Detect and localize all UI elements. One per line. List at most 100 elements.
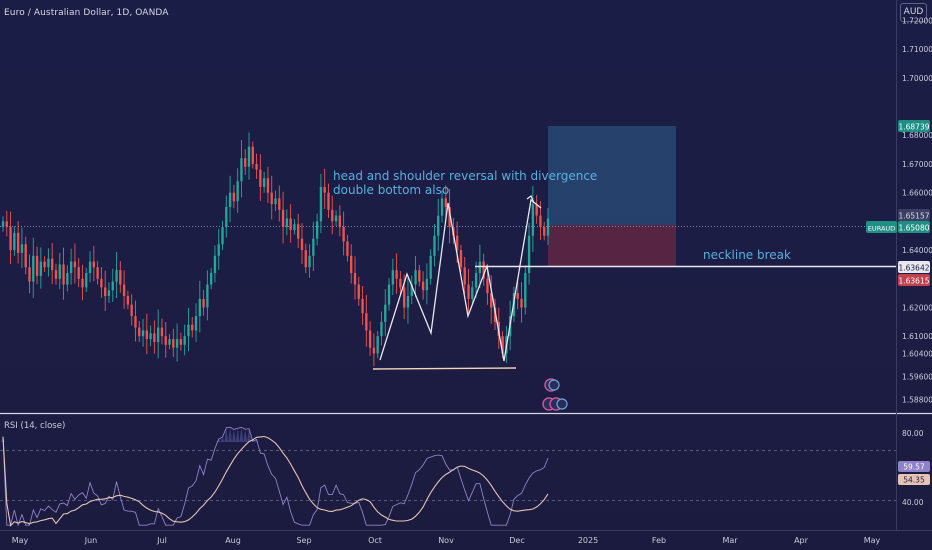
time-label: Mar bbox=[722, 536, 738, 545]
price-tick-label: 1.59600 bbox=[902, 372, 932, 381]
candle bbox=[16, 232, 20, 253]
pattern-annotation: head and shoulder reversal with divergen… bbox=[333, 169, 597, 183]
candle bbox=[387, 284, 391, 305]
candle bbox=[527, 235, 531, 274]
candle bbox=[323, 186, 326, 193]
candle bbox=[312, 238, 315, 256]
candle bbox=[293, 224, 296, 230]
candle bbox=[58, 264, 61, 279]
candle bbox=[111, 281, 114, 291]
candle bbox=[39, 261, 43, 276]
candle bbox=[365, 313, 368, 331]
candle bbox=[304, 250, 307, 268]
candle bbox=[198, 298, 201, 317]
candle bbox=[115, 270, 118, 282]
dividend-icons[interactable] bbox=[542, 378, 568, 411]
candle bbox=[300, 238, 304, 251]
candle bbox=[482, 261, 485, 279]
candle bbox=[202, 298, 205, 308]
candle bbox=[107, 290, 111, 297]
price-axis[interactable]: 1.72000 1.71000 1.70000 1.68000 1.67000 1.660… bbox=[902, 16, 932, 404]
candle bbox=[418, 270, 421, 282]
candle bbox=[225, 207, 228, 228]
rsi-tick-40: 40.00 bbox=[902, 498, 924, 507]
candle bbox=[414, 270, 417, 285]
support-line[interactable] bbox=[372, 367, 517, 370]
candle bbox=[448, 207, 451, 228]
candle bbox=[164, 336, 167, 345]
candle bbox=[209, 273, 213, 285]
candle bbox=[191, 324, 194, 331]
candle bbox=[236, 181, 239, 202]
price-tick-label: 1.58800 bbox=[902, 395, 932, 404]
candle bbox=[134, 316, 137, 328]
candle bbox=[28, 267, 31, 282]
candle bbox=[421, 281, 425, 291]
price-tick-label: 1.67000 bbox=[902, 160, 932, 169]
candle bbox=[467, 284, 470, 299]
candle bbox=[24, 244, 27, 268]
currency-button[interactable]: AUD bbox=[900, 3, 927, 22]
target-badge: 1.68739 bbox=[898, 123, 929, 132]
candle bbox=[444, 198, 447, 207]
candle bbox=[130, 304, 133, 317]
rsi-pane[interactable]: 80.00 40.00 59.57 54.35 bbox=[0, 426, 930, 527]
stop-badge: 1.63615 bbox=[898, 277, 929, 286]
stop-zone[interactable] bbox=[548, 225, 676, 267]
neckline-annotation: neckline break bbox=[703, 248, 791, 262]
price-tick-label: 1.66000 bbox=[902, 189, 932, 198]
candle bbox=[546, 218, 550, 236]
time-label: May bbox=[864, 536, 881, 545]
candle bbox=[138, 327, 141, 337]
candle bbox=[353, 273, 357, 285]
candle bbox=[471, 287, 474, 299]
candle bbox=[5, 221, 8, 228]
pattern-lines[interactable] bbox=[379, 198, 542, 362]
candle bbox=[217, 244, 220, 256]
symbol-badge: EURAUD bbox=[868, 225, 895, 233]
time-label: Sep bbox=[296, 536, 311, 545]
candle bbox=[77, 267, 80, 279]
time-label: Feb bbox=[652, 536, 666, 545]
time-axis[interactable]: May Jun Jul Aug Sep Oct Nov Dec 2025 Feb Mar Apr May bbox=[12, 536, 881, 545]
candle bbox=[539, 215, 542, 228]
candle bbox=[244, 158, 247, 167]
price-badges: 1.68739 1.65157 EURAUD 1.65080 1.63642 1… bbox=[866, 120, 930, 286]
candle bbox=[384, 304, 387, 322]
candle bbox=[9, 227, 12, 251]
time-label: Aug bbox=[225, 536, 241, 545]
candle bbox=[255, 163, 258, 170]
target-zone[interactable] bbox=[548, 126, 676, 225]
candle bbox=[308, 255, 311, 268]
candle bbox=[47, 258, 50, 268]
rsi-title: RSI (14, close) bbox=[4, 421, 66, 431]
candle bbox=[274, 198, 277, 205]
candle bbox=[206, 284, 209, 308]
candle bbox=[32, 255, 35, 282]
candle bbox=[278, 198, 281, 210]
time-label: Oct bbox=[368, 536, 382, 545]
candle bbox=[149, 333, 152, 340]
candle bbox=[395, 270, 398, 279]
candle bbox=[474, 273, 478, 288]
candle bbox=[425, 278, 429, 291]
candle bbox=[172, 339, 175, 348]
candle bbox=[43, 261, 46, 268]
time-label: Apr bbox=[794, 536, 809, 545]
price-tick-label: 1.71000 bbox=[902, 45, 932, 54]
candle bbox=[259, 169, 262, 187]
candles-group bbox=[1, 132, 550, 367]
symbol-title: Euro / Australian Dollar, 1D, OANDA bbox=[4, 8, 169, 18]
candle bbox=[1, 221, 5, 228]
time-label: Jun bbox=[84, 536, 98, 545]
price-tick-label: 1.62000 bbox=[902, 304, 932, 313]
price-tick-label: 1.68000 bbox=[902, 131, 932, 140]
time-label: Jul bbox=[156, 536, 167, 545]
candle bbox=[478, 261, 482, 274]
time-label: Nov bbox=[438, 536, 454, 545]
candle bbox=[81, 278, 84, 288]
candle bbox=[35, 255, 39, 276]
candle bbox=[376, 336, 379, 354]
candle bbox=[187, 324, 190, 337]
